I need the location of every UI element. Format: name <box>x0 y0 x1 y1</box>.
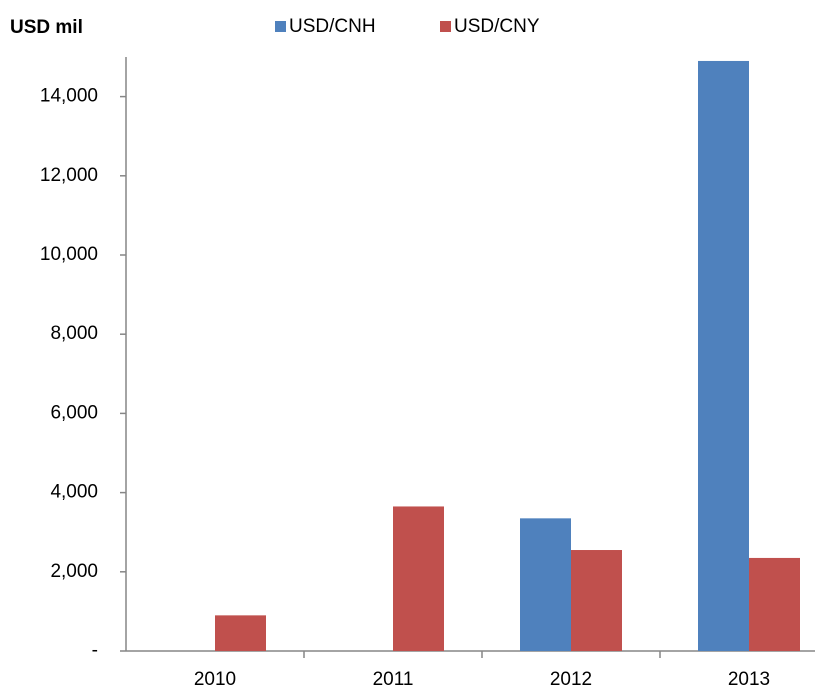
y-tick-label: 12,000 <box>40 165 98 186</box>
chart-title: USD mil <box>10 17 83 38</box>
bar <box>215 615 266 651</box>
x-tick-label: 2012 <box>550 669 592 690</box>
y-tick-label: 2,000 <box>50 561 98 582</box>
bar <box>698 60 749 651</box>
y-tick-label: 14,000 <box>40 86 98 107</box>
legend-label: USD/CNY <box>454 16 540 37</box>
bar <box>571 550 622 651</box>
y-tick-label: 4,000 <box>50 482 98 503</box>
bar <box>393 506 444 651</box>
legend-label: USD/CNH <box>289 16 376 37</box>
y-tick-label: - <box>92 640 98 661</box>
y-tick-label: 6,000 <box>50 402 98 423</box>
legend-swatch <box>275 21 286 32</box>
x-tick-label: 2013 <box>728 669 770 690</box>
bar <box>749 557 800 651</box>
x-tick-label: 2011 <box>373 669 414 690</box>
x-tick-label: 2010 <box>194 669 236 690</box>
bar <box>520 518 571 651</box>
y-tick-label: 8,000 <box>50 323 98 344</box>
legend-swatch <box>440 21 451 32</box>
y-tick-label: 10,000 <box>40 244 98 265</box>
